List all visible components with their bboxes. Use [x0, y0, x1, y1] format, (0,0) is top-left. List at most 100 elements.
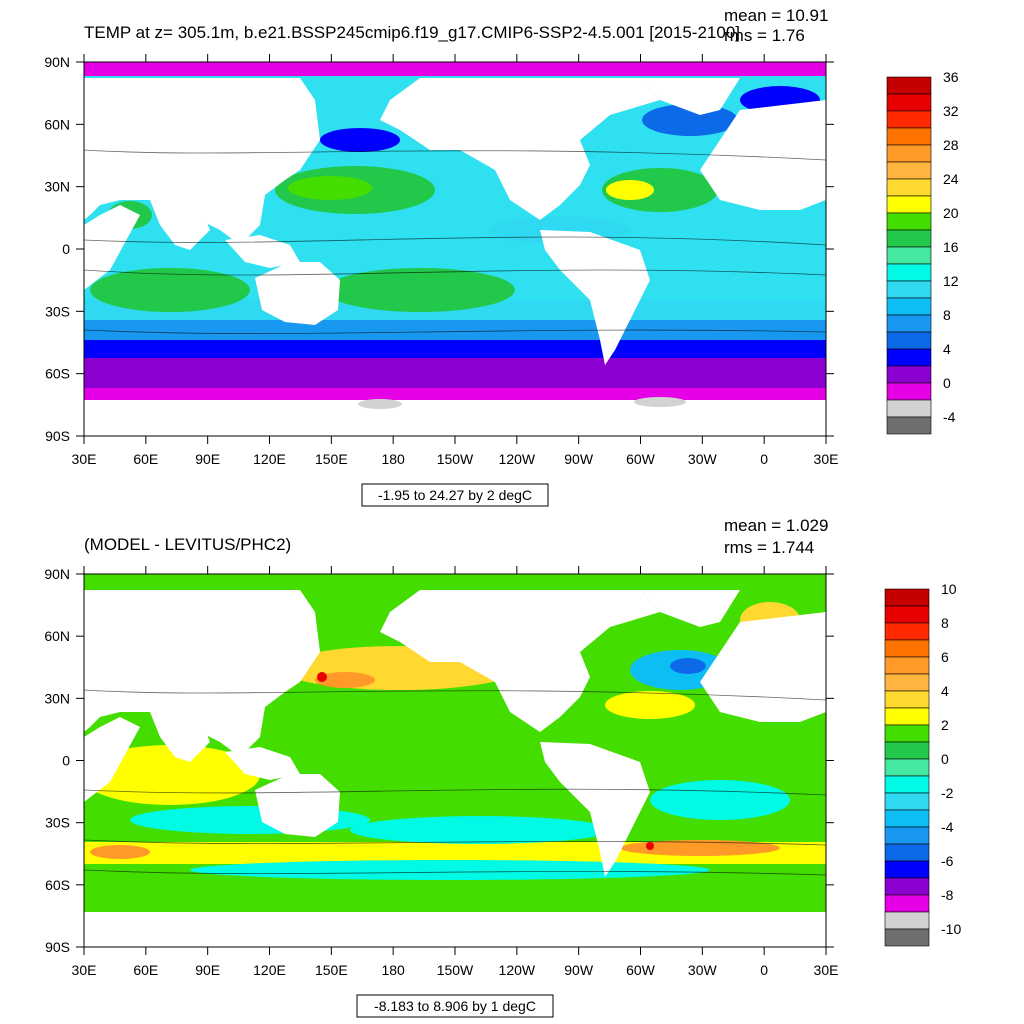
top-colorbar-swatch	[886, 229, 932, 248]
top-map	[84, 62, 826, 436]
bottom-n-atlantic-cold-core	[670, 658, 706, 674]
top-colorbar-label: 36	[943, 69, 959, 85]
top-lon-axis: 30E 60E 90E 120E 150E 180 150W 120W 90W 60W 30W 0 30…	[72, 54, 839, 467]
top-lat-tick-label: 30N	[44, 179, 70, 195]
bottom-lat-tick-label: 30N	[44, 690, 70, 706]
top-lon-tick-label: 150W	[437, 451, 474, 467]
top-colorbar-label: 20	[943, 205, 959, 221]
bottom-colorbar-swatch	[884, 758, 930, 777]
top-arctic-band	[84, 62, 826, 76]
top-colorbar-label: 32	[943, 103, 959, 119]
bottom-lon-tick-label: 0	[760, 962, 768, 978]
bottom-n-atlantic-warm	[605, 691, 695, 719]
bottom-lat-tick-label: 0	[62, 753, 70, 769]
bottom-lat-tick-label: 90N	[44, 566, 70, 582]
bottom-colorbar-label: -2	[941, 785, 954, 801]
bottom-colorbar-swatch	[884, 605, 930, 624]
bottom-land-europe-africa-east	[700, 612, 826, 722]
bottom-colorbar-label: 8	[941, 615, 949, 631]
bottom-s-indian-warm	[84, 745, 260, 805]
bottom-colorbar-swatch	[884, 792, 930, 811]
top-colorbar-swatch	[886, 93, 932, 112]
top-colorbar-swatch	[886, 195, 932, 214]
bottom-lat-axis: 90N 60N 30N 0 30S 60S 90S	[44, 566, 834, 955]
bottom-s-pacific-cool	[350, 816, 610, 844]
top-lon-tick-label: 90E	[195, 451, 220, 467]
top-colorbar-label: 12	[943, 273, 959, 289]
bottom-colorbar-label: -6	[941, 853, 954, 869]
top-bering-cold	[320, 128, 400, 152]
bottom-land-greenland	[640, 590, 740, 627]
top-southern-light-band	[84, 318, 826, 340]
bottom-lon-tick-label: 180	[381, 962, 405, 978]
top-land-antarctica	[84, 400, 826, 436]
top-land-europe-africa-east	[700, 100, 826, 210]
bottom-lon-tick-label: 60E	[133, 962, 158, 978]
top-labrador-cold	[642, 104, 738, 136]
top-colorbar-label: 8	[943, 307, 951, 323]
top-colorbar-swatch	[886, 76, 932, 95]
top-colorbar-label: 0	[943, 375, 951, 391]
top-land-australia	[255, 262, 340, 325]
top-colorbar-swatch	[886, 212, 932, 231]
top-land-eurasia	[84, 78, 320, 245]
bottom-range-box	[356, 994, 554, 1018]
top-mean-label: mean = 10.91	[724, 6, 828, 25]
bottom-colorbar-swatch	[884, 639, 930, 658]
bottom-lon-tick-label: 90E	[195, 962, 220, 978]
bottom-colorbar-swatch	[884, 690, 930, 709]
bottom-southern-deep-cool	[190, 860, 710, 880]
top-lon-tick-label: 0	[760, 451, 768, 467]
bottom-rms-label: rms = 1.744	[724, 538, 814, 557]
top-land	[84, 78, 826, 436]
top-title: TEMP at z= 305.1m, b.e21.BSSP245cmip6.f1…	[84, 23, 740, 42]
top-colorbar-label: 24	[943, 171, 959, 187]
top-colorbar-swatch	[886, 416, 932, 435]
top-s-indian-gyre	[90, 268, 250, 312]
bottom-colorbar-swatch	[884, 707, 930, 726]
top-lon-tick-label: 60E	[133, 451, 158, 467]
top-rms-label: rms = 1.76	[724, 26, 805, 45]
bottom-colorbar-swatch	[884, 741, 930, 760]
top-colorbar-label: 28	[943, 137, 959, 153]
bottom-land-africa	[84, 717, 140, 802]
bottom-colorbar-swatch	[884, 877, 930, 896]
bottom-lon-tick-label: 120E	[253, 962, 286, 978]
top-land-north-america	[380, 78, 660, 220]
top-colorbar-label: 16	[943, 239, 959, 255]
bottom-kuroshio-core	[315, 672, 375, 688]
top-colorbar-label: 4	[943, 341, 951, 357]
top-lon-tick-label: 120W	[499, 451, 536, 467]
bottom-panel: (MODEL - LEVITUS/PHC2) mean = 1.029 rms …	[44, 516, 961, 1018]
bottom-colorbar-label: 0	[941, 751, 949, 767]
top-colorbar-swatch	[886, 365, 932, 384]
top-lon-tick-label: 30E	[814, 451, 839, 467]
top-weddell-gray	[634, 397, 686, 407]
bottom-colorbar-swatch	[884, 724, 930, 743]
top-colorbar-swatch	[886, 348, 932, 367]
top-n-atlantic-gyre-core	[606, 180, 654, 200]
top-lon-tick-label: 120E	[253, 451, 286, 467]
bottom-mean-label: mean = 1.029	[724, 516, 828, 535]
top-land-greenland	[640, 78, 740, 115]
bottom-colorbar-label: -10	[941, 921, 961, 937]
top-colorbar-swatch	[886, 110, 932, 129]
top-colorbar: 36 32 28 24 20 16 12 8 4 0 -4	[886, 69, 959, 435]
bottom-title: (MODEL - LEVITUS/PHC2)	[84, 535, 291, 554]
top-antarctic-gray	[358, 399, 402, 409]
bottom-lon-tick-label: 30E	[814, 962, 839, 978]
top-range-box	[361, 483, 549, 507]
bottom-kuroshio-hotspot	[317, 672, 327, 682]
top-lat-tick-label: 0	[62, 241, 70, 257]
bottom-lon-axis: 30E 60E 90E 120E 150E 180 150W 120W 90W 60W 30W 0 30…	[72, 566, 839, 978]
top-lon-tick-label: 30W	[688, 451, 718, 467]
top-panel: TEMP at z= 305.1m, b.e21.BSSP245cmip6.f1…	[44, 6, 959, 507]
top-lat-tick-label: 60N	[44, 116, 70, 132]
top-southern-cold-band	[84, 358, 826, 392]
bottom-colorbar-swatch	[884, 843, 930, 862]
top-n-atlantic-gyre	[602, 168, 718, 212]
bottom-colorbar-swatch	[884, 656, 930, 675]
bottom-lon-tick-label: 120W	[499, 962, 536, 978]
top-colorbar-swatch	[886, 161, 932, 180]
